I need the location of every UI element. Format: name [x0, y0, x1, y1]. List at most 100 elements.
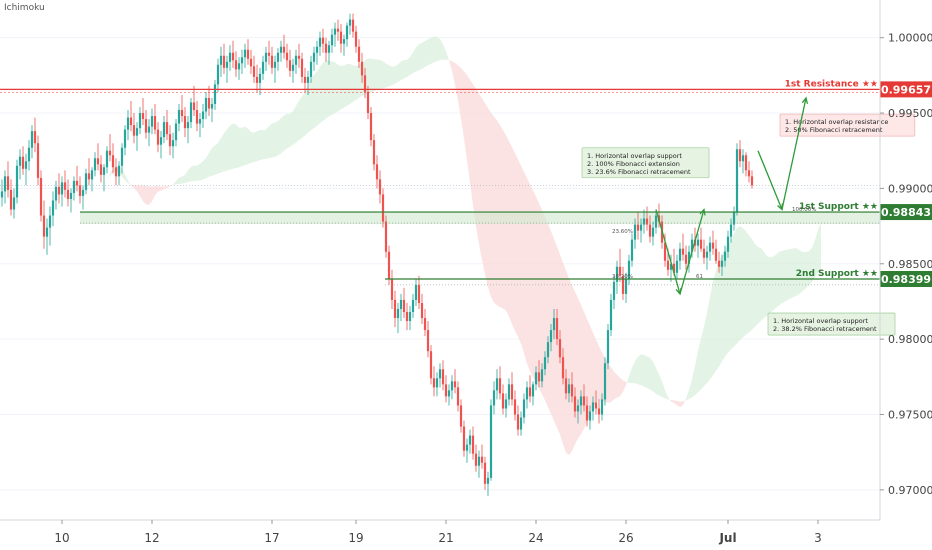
arrow	[757, 150, 784, 211]
candle	[69, 188, 73, 213]
candle	[21, 146, 25, 175]
candle-body	[399, 299, 403, 309]
candle	[6, 161, 10, 198]
cloud-segment	[515, 153, 518, 337]
cloud-segment	[299, 96, 302, 141]
candle-body	[648, 224, 652, 237]
candle-body	[495, 378, 499, 391]
cloud-segment	[212, 145, 215, 176]
candle-body	[264, 52, 268, 62]
x-tick-label: 19	[348, 531, 363, 545]
candle-body	[519, 417, 523, 430]
cloud-segment	[638, 354, 641, 386]
candle-body	[636, 224, 640, 231]
candle-body	[69, 192, 73, 199]
candle-body	[558, 339, 562, 358]
candle	[351, 13, 355, 38]
ichimoku-cloud	[80, 36, 821, 456]
candle	[207, 85, 211, 117]
candle-body	[435, 378, 439, 388]
candle	[162, 116, 166, 144]
candle	[156, 122, 160, 153]
cloud-segment	[110, 168, 113, 176]
candle-body	[75, 180, 79, 186]
candle-body	[720, 260, 724, 267]
candle	[567, 378, 571, 403]
cloud-segment	[458, 65, 461, 120]
cloud-segment	[314, 71, 317, 129]
cloud-segment	[242, 126, 245, 167]
candle-body	[78, 185, 82, 196]
candle	[15, 159, 19, 204]
candle-body	[705, 251, 709, 258]
candle-body	[405, 312, 409, 322]
cloud-segment	[338, 64, 341, 112]
cloud-segment	[707, 296, 710, 384]
candle-body	[312, 52, 316, 62]
candle	[186, 116, 190, 144]
cloud-segment	[524, 171, 527, 364]
candle	[705, 245, 709, 270]
cloud-segment	[545, 216, 548, 408]
candle	[474, 444, 478, 472]
cloud-segment	[182, 174, 185, 184]
candle-body	[459, 405, 463, 427]
cloud-segment	[782, 250, 785, 304]
candle	[552, 308, 556, 340]
candle-body	[663, 242, 667, 261]
cloud-segment	[428, 37, 431, 66]
cloud-segment	[461, 68, 464, 139]
candle	[300, 52, 304, 83]
candle	[531, 381, 535, 406]
cloud-segment	[641, 354, 644, 387]
candle-body	[33, 131, 37, 144]
candle-body	[279, 46, 283, 53]
cloud-segment	[689, 379, 692, 400]
candle	[603, 357, 607, 406]
candle-body	[30, 131, 34, 148]
candle	[621, 266, 625, 300]
candle-body	[384, 221, 388, 252]
candle	[576, 399, 580, 424]
candle-body	[246, 49, 250, 59]
candle-body	[717, 260, 721, 267]
candle	[624, 272, 628, 303]
candle	[465, 438, 469, 463]
candle	[36, 135, 40, 186]
candle-body	[213, 84, 217, 104]
cloud-segment	[221, 133, 224, 173]
candle-body	[531, 384, 535, 397]
candle	[366, 85, 370, 120]
candle-body	[744, 155, 748, 171]
cloud-segment	[758, 246, 761, 324]
candle	[588, 405, 592, 430]
cloud-segment	[695, 350, 698, 396]
cloud-segment	[764, 251, 767, 319]
cloud-segment	[521, 165, 524, 354]
candle-body	[222, 55, 226, 68]
candle-body	[585, 405, 589, 421]
candle-body	[387, 251, 391, 279]
cloud-segment	[206, 152, 209, 179]
candle-body	[480, 456, 484, 463]
cloud-segment	[350, 63, 353, 104]
candle-body	[216, 64, 220, 85]
cloud-segment	[101, 181, 104, 184]
candle-body	[522, 399, 526, 418]
candle-body	[252, 66, 256, 77]
candle	[210, 97, 214, 123]
candle	[177, 104, 181, 132]
cloud-segment	[410, 52, 413, 76]
cloud-segment	[725, 245, 728, 357]
cloud-segment	[770, 256, 773, 313]
candle-body	[381, 194, 385, 222]
cloud-segment	[131, 184, 134, 188]
candle	[324, 37, 328, 62]
cloud-segment	[296, 100, 299, 143]
cloud-segment	[260, 130, 263, 161]
candle-body	[360, 61, 364, 76]
cloud-segment	[569, 278, 572, 456]
